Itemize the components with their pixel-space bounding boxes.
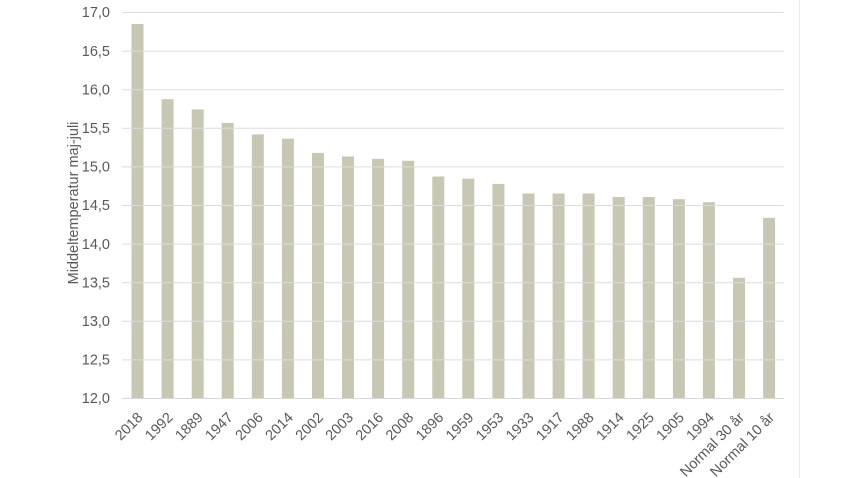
svg-text:Middeltemperatur maj-juli: Middeltemperatur maj-juli (66, 122, 82, 285)
svg-text:15,5: 15,5 (82, 121, 110, 137)
svg-text:12,5: 12,5 (82, 353, 110, 369)
svg-text:15,0: 15,0 (82, 160, 110, 176)
svg-text:13,5: 13,5 (82, 275, 110, 291)
svg-text:14,0: 14,0 (82, 237, 110, 253)
svg-text:13,0: 13,0 (82, 314, 110, 330)
svg-text:12,0: 12,0 (82, 391, 110, 407)
svg-text:17,0: 17,0 (82, 5, 110, 21)
svg-text:16,0: 16,0 (82, 82, 110, 98)
svg-text:16,5: 16,5 (82, 44, 110, 60)
svg-text:14,5: 14,5 (82, 198, 110, 214)
